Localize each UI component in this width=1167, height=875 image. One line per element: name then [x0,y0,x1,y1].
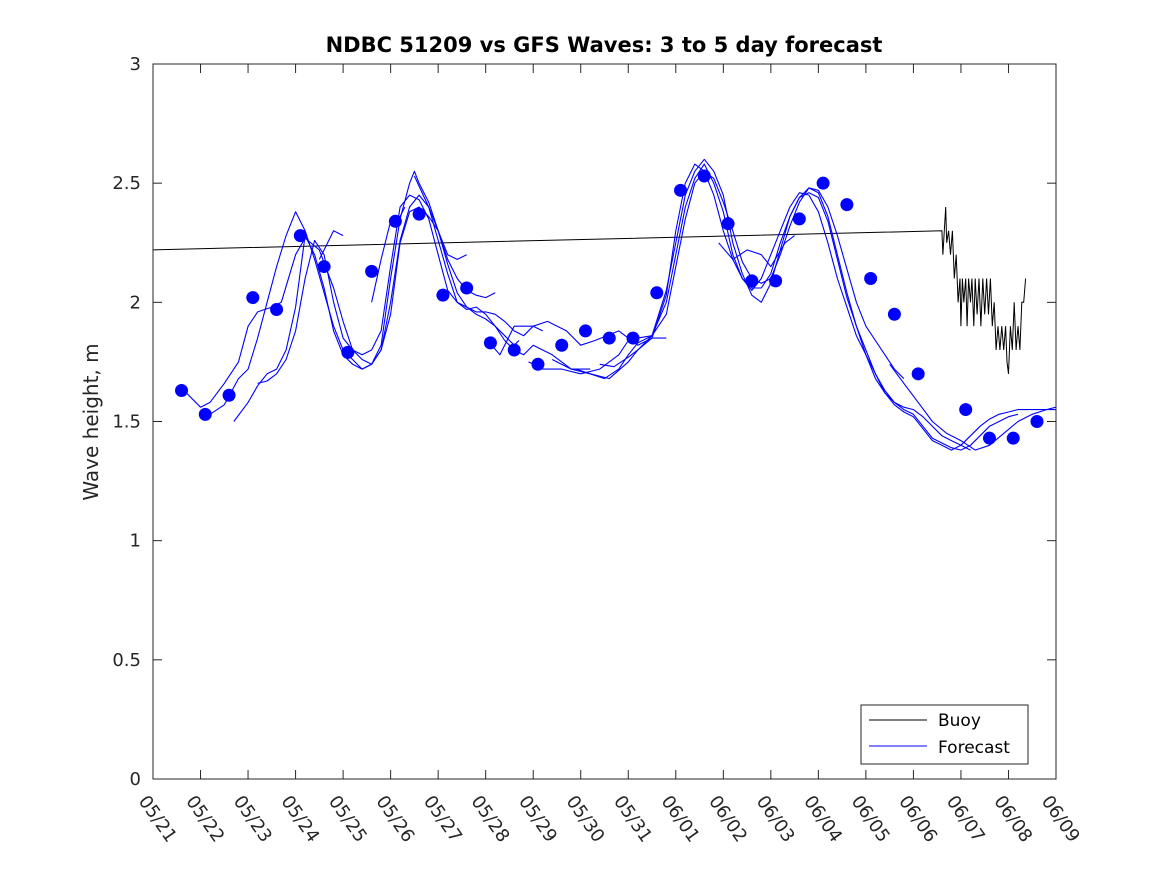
forecast-marker [1030,415,1044,428]
y-axis: 0 0.5 1 1.5 2 2.5 3 [112,54,1056,790]
forecast-marker [483,336,497,350]
forecast-marker [674,183,688,197]
forecast-line [233,170,543,422]
forecast-marker [745,274,759,288]
forecast-marker [959,403,973,417]
forecast-marker [816,176,830,190]
forecast-marker [388,214,402,228]
forecast-line [718,235,795,268]
forecast-marker [436,288,450,302]
forecast-marker [460,281,474,295]
y-tick-label: 2 [130,292,141,313]
forecast-marker [198,407,212,421]
y-tick-label: 3 [130,54,141,75]
forecast-marker [412,207,426,221]
forecast-line [889,363,1056,451]
forecast-marker [626,331,640,345]
forecast-marker [721,217,735,231]
forecast-marker [365,264,379,278]
legend-box [860,704,1029,765]
forecast-marker [840,198,854,212]
plot-area [152,63,1057,780]
forecast-marker [1006,431,1020,445]
forecast-marker [650,286,664,300]
forecast-marker [555,338,569,352]
series-layer [153,158,1056,451]
y-tick-label: 2.5 [112,173,141,194]
forecast-line [185,206,496,408]
forecast-marker [792,212,806,226]
forecast-marker [222,388,236,402]
forecast-marker [697,169,711,183]
plot-background [153,64,1056,779]
y-tick-label: 1.5 [112,412,141,433]
forecast-marker [602,331,616,345]
forecast-marker [887,307,901,321]
forecast-marker [270,302,284,316]
forecast-line [485,320,667,356]
y-axis-label: Wave height, m [79,343,103,500]
forecast-line [551,163,971,451]
forecast-marker [531,357,545,371]
forecast-marker [246,291,260,305]
forecast-line [599,163,1056,451]
chart-title: NDBC 51209 vs GFS Waves: 3 to 5 day fore… [326,33,883,57]
forecast-marker [507,343,521,357]
forecast-marker [769,274,783,288]
forecast-marker [864,272,878,285]
legend-forecast-label: Forecast [938,738,1010,758]
y-tick-label: 0 [130,769,141,790]
forecast-marker [911,367,925,381]
forecast-line [257,194,591,384]
buoy-line [153,206,1027,374]
forecast-marker [175,384,189,398]
forecast-line [413,175,467,260]
forecast-marker [341,345,355,359]
y-tick-label: 1 [130,531,141,552]
forecast-line [318,230,344,260]
forecast-marker [317,260,331,274]
forecast-line [528,170,905,379]
forecast-marker [982,431,996,445]
forecast-marker [578,324,592,338]
y-tick-label: 0.5 [112,650,141,671]
forecast-marker [293,229,307,243]
legend-buoy-label: Buoy [938,711,981,731]
legend: Buoy Forecast [860,704,1029,765]
